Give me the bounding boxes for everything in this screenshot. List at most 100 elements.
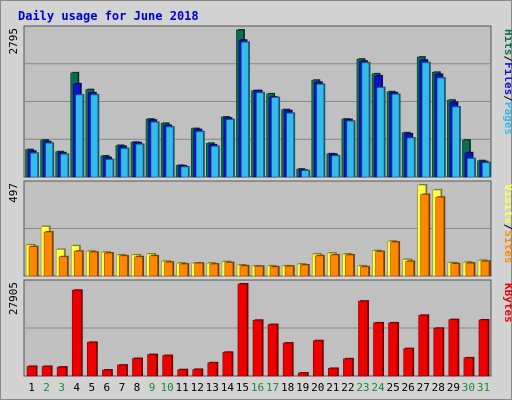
x-label-day-10: 10 <box>160 381 173 394</box>
axis-max-label: 27905 <box>7 282 20 315</box>
bar-kbytes-day-14 <box>222 351 233 377</box>
bar-sites-day-18 <box>284 265 294 277</box>
axis-max-label: 2795 <box>7 28 20 55</box>
bar-kbytes-day-20 <box>312 340 323 377</box>
bar-kbytes-day-10 <box>162 355 172 377</box>
bar-pages-day-15 <box>241 42 249 178</box>
bar-pages-day-24 <box>376 87 385 178</box>
bar-pages-day-18 <box>286 113 294 178</box>
bar-kbytes-day-13 <box>207 362 218 377</box>
bar-sites-day-11 <box>179 263 188 277</box>
bar-sites-day-3 <box>58 256 68 277</box>
bar-pages-day-21 <box>331 155 340 178</box>
bar-sites-day-12 <box>194 262 204 277</box>
bar-pages-day-28 <box>436 77 445 178</box>
bar-pages-day-4 <box>75 94 84 178</box>
bar-kbytes-day-4 <box>71 289 82 377</box>
x-label-day-4: 4 <box>73 381 80 394</box>
bar-kbytes-day-16 <box>252 319 263 377</box>
bar-sites-day-17 <box>269 266 279 277</box>
bar-sites-day-7 <box>119 255 128 277</box>
bar-pages-day-2 <box>45 143 53 178</box>
x-label-day-17: 17 <box>266 381 279 394</box>
x-label-day-26: 26 <box>402 381 415 394</box>
bar-sites-day-20 <box>314 255 324 277</box>
x-label-day-3: 3 <box>58 381 65 394</box>
bar-kbytes-day-6 <box>102 369 112 377</box>
x-axis-labels: 1 2 3 4 5 6 7 8 9 10 11 12 13 14 15 16 17 18 19 20 21 22 23 24 2… <box>28 381 490 394</box>
panel-visits-sites: 497 Visits/Sites <box>7 180 512 277</box>
bar-sites-day-16 <box>254 265 264 277</box>
bar-kbytes-day-18 <box>282 342 293 377</box>
bar-kbytes-day-17 <box>267 324 278 377</box>
panel-legend: Hits/Files/Pages <box>502 29 512 135</box>
x-label-day-12: 12 <box>191 381 204 394</box>
bar-sites-day-22 <box>345 254 354 277</box>
bar-sites-day-2 <box>43 231 53 277</box>
bar-sites-day-29 <box>450 263 460 277</box>
bar-sites-day-13 <box>209 263 219 277</box>
panel-legend: Visits/Sites <box>502 184 512 264</box>
bar-kbytes-day-12 <box>192 369 203 377</box>
axis-max-label: 497 <box>7 183 20 203</box>
bar-kbytes-day-21 <box>328 368 338 377</box>
bar-sites-day-5 <box>88 251 98 277</box>
bar-pages-day-5 <box>90 94 99 178</box>
x-label-day-25: 25 <box>386 381 399 394</box>
bar-kbytes-day-24 <box>373 322 383 377</box>
bar-sites-day-14 <box>224 262 234 277</box>
bar-pages-day-20 <box>316 84 325 178</box>
x-label-day-2: 2 <box>43 381 50 394</box>
bar-sites-day-21 <box>330 254 339 277</box>
bar-pages-day-26 <box>406 137 415 178</box>
bar-sites-day-24 <box>375 251 384 277</box>
bars-hits-files-pages <box>25 29 491 178</box>
bar-sites-day-19 <box>299 264 309 277</box>
x-label-day-18: 18 <box>281 381 294 394</box>
bar-sites-day-25 <box>390 241 399 277</box>
bar-pages-day-16 <box>256 92 264 178</box>
bar-pages-day-31 <box>482 162 490 178</box>
panel-kbytes: 27905 KBytes <box>7 279 512 377</box>
bar-pages-day-11 <box>180 166 189 178</box>
x-label-day-20: 20 <box>311 381 324 394</box>
bar-pages-day-19 <box>301 170 309 178</box>
x-label-day-1: 1 <box>28 381 35 394</box>
bar-kbytes-day-25 <box>388 322 398 377</box>
legend-entry: / <box>502 56 512 63</box>
x-label-day-30: 30 <box>462 381 475 394</box>
legend-entry: Hits <box>502 29 512 56</box>
bar-pages-day-30 <box>467 158 475 178</box>
x-label-day-14: 14 <box>221 381 235 394</box>
bar-kbytes-day-1 <box>26 366 37 377</box>
bar-pages-day-1 <box>30 153 38 178</box>
x-label-day-16: 16 <box>251 381 264 394</box>
bar-sites-day-15 <box>239 265 249 277</box>
chart-title: Daily usage for June 2018 <box>18 9 199 23</box>
legend-entry: / <box>502 224 512 231</box>
x-label-day-8: 8 <box>134 381 141 394</box>
x-label-day-24: 24 <box>371 381 385 394</box>
bar-pages-day-3 <box>60 154 68 178</box>
bars-kbytes <box>26 283 490 377</box>
x-label-day-29: 29 <box>447 381 460 394</box>
bar-kbytes-day-7 <box>117 364 127 377</box>
bar-pages-day-27 <box>421 62 430 178</box>
bar-sites-day-23 <box>360 266 369 277</box>
x-label-day-23: 23 <box>356 381 369 394</box>
x-label-day-5: 5 <box>88 381 95 394</box>
bar-pages-day-29 <box>452 106 460 178</box>
bar-kbytes-day-31 <box>478 319 489 377</box>
legend-entry: KBytes <box>502 283 512 323</box>
x-label-day-22: 22 <box>341 381 354 394</box>
legend-entry: Pages <box>502 102 512 135</box>
bar-pages-day-7 <box>120 148 129 178</box>
bar-kbytes-day-26 <box>403 348 413 377</box>
bar-kbytes-day-22 <box>343 358 353 377</box>
bar-kbytes-day-19 <box>297 372 308 377</box>
bar-sites-day-10 <box>164 261 173 277</box>
legend-entry: / <box>502 95 512 102</box>
bar-sites-day-1 <box>28 246 38 277</box>
